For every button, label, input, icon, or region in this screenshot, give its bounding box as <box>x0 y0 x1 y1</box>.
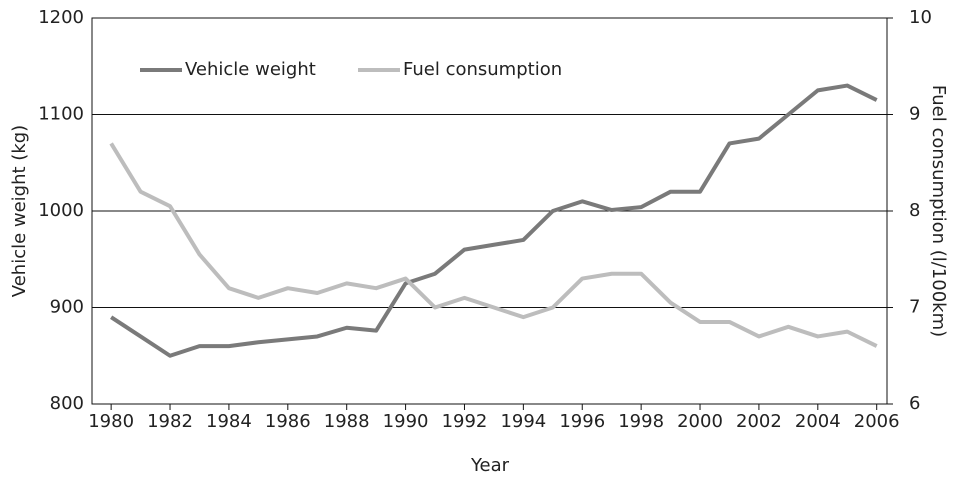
series-line <box>110 83 878 358</box>
x-tick-label: 1984 <box>206 411 252 432</box>
y2-tick-label: 9 <box>909 104 920 125</box>
x-tick-label: 2002 <box>736 411 782 432</box>
x-tick-label: 1982 <box>147 411 193 432</box>
y2-tick-label: 6 <box>909 393 920 414</box>
x-axis-label: Year <box>470 455 510 476</box>
y-tick-label: 1000 <box>38 200 84 221</box>
x-tick-label: 1994 <box>500 411 546 432</box>
x-tick-label: 1980 <box>88 411 134 432</box>
x-tick-label: 1990 <box>383 411 429 432</box>
x-tick-label: 2000 <box>677 411 723 432</box>
y-tick-label: 800 <box>50 393 84 414</box>
y2-tick-label: 7 <box>909 297 920 318</box>
y2-tick-label: 10 <box>909 7 932 28</box>
legend-label: Fuel consumption <box>403 59 562 80</box>
x-tick-label: 2004 <box>795 411 841 432</box>
y-tick-label: 900 <box>50 297 84 318</box>
x-tick-label: 1996 <box>559 411 605 432</box>
legend-label: Vehicle weight <box>185 59 316 80</box>
y-tick-label: 1200 <box>38 7 84 28</box>
x-tick-label: 1986 <box>265 411 311 432</box>
y2-axis-label: Fuel consumption (l/100km) <box>928 85 949 337</box>
x-tick-label: 1998 <box>618 411 664 432</box>
y-tick-label: 1100 <box>38 104 84 125</box>
y2-tick-label: 8 <box>909 200 920 221</box>
y-axis-label: Vehicle weight (kg) <box>9 125 30 297</box>
plot-frame <box>91 17 888 405</box>
x-tick-label: 2006 <box>854 411 900 432</box>
x-tick-label: 1992 <box>442 411 488 432</box>
x-tick-label: 1988 <box>324 411 370 432</box>
series-line <box>109 142 878 348</box>
